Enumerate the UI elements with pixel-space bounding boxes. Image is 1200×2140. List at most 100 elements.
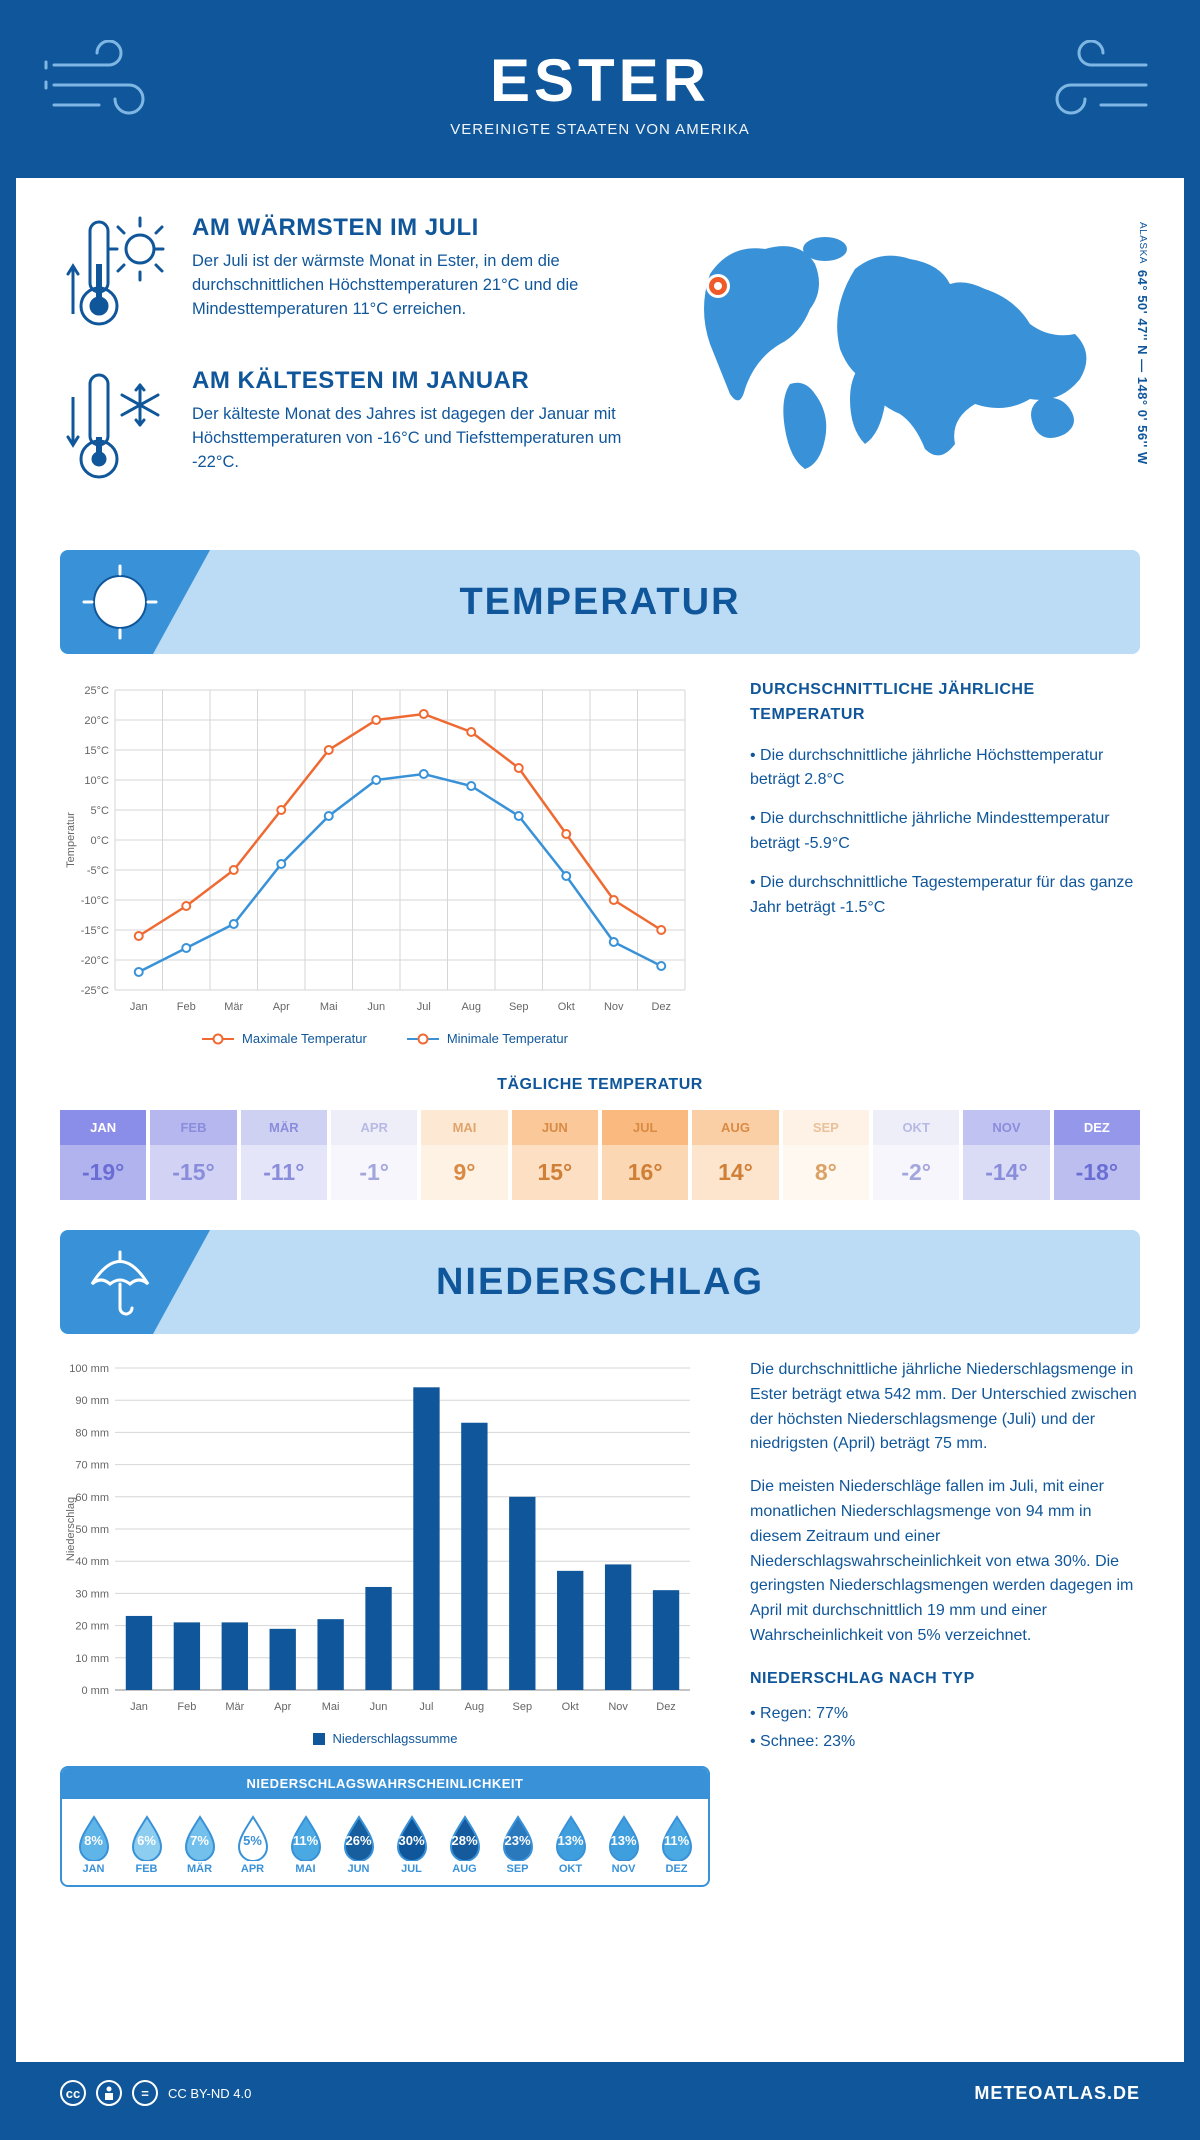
svg-text:Nov: Nov: [604, 1001, 624, 1013]
svg-text:Aug: Aug: [465, 1701, 485, 1713]
prob-cell: 11% DEZ: [651, 1813, 702, 1875]
raindrop-icon: 26%: [340, 1813, 378, 1861]
prob-cell: 26% JUN: [333, 1813, 384, 1875]
brand-label: METEOATLAS.DE: [974, 2083, 1140, 2104]
thermometer-sun-icon: [60, 214, 170, 339]
world-map: ALASKA64° 50' 47'' N — 148° 0' 56'' W: [680, 214, 1140, 520]
svg-text:0°C: 0°C: [91, 835, 110, 847]
svg-text:-25°C: -25°C: [81, 985, 109, 997]
svg-text:Aug: Aug: [461, 1001, 481, 1013]
summary-bullet: • Die durchschnittliche jährliche Höchst…: [750, 744, 1140, 794]
svg-text:Okt: Okt: [562, 1701, 579, 1713]
section-banner-precipitation: NIEDERSCHLAG: [60, 1230, 1140, 1334]
svg-text:Jul: Jul: [419, 1701, 433, 1713]
temperature-chart: -25°C-20°C-15°C-10°C-5°C0°C5°C10°C15°C20…: [60, 678, 710, 1046]
section-title: NIEDERSCHLAG: [436, 1261, 764, 1304]
footer: cc = CC BY-ND 4.0 METEOATLAS.DE: [16, 2062, 1184, 2124]
svg-text:20 mm: 20 mm: [75, 1621, 109, 1633]
svg-text:Mär: Mär: [224, 1001, 243, 1013]
fact-title: AM WÄRMSTEN IM JULI: [192, 214, 640, 242]
license-label: CC BY-ND 4.0: [168, 2086, 251, 2101]
svg-text:15°C: 15°C: [84, 745, 109, 757]
svg-text:Mär: Mär: [225, 1701, 244, 1713]
svg-text:Jan: Jan: [130, 1001, 148, 1013]
svg-text:Feb: Feb: [177, 1701, 196, 1713]
raindrop-icon: 8%: [75, 1813, 113, 1861]
svg-text:Jun: Jun: [370, 1701, 388, 1713]
prob-title: NIEDERSCHLAGSWAHRSCHEINLICHKEIT: [62, 1768, 708, 1799]
legend-label: Maximale Temperatur: [242, 1031, 367, 1046]
svg-text:Dez: Dez: [651, 1001, 671, 1013]
precipitation-summary: Die durchschnittliche jährliche Niedersc…: [750, 1358, 1140, 1887]
svg-text:20°C: 20°C: [84, 715, 109, 727]
summary-paragraph: Die durchschnittliche jährliche Niedersc…: [750, 1358, 1140, 1457]
raindrop-icon: 30%: [393, 1813, 431, 1861]
prob-cell: 13% OKT: [545, 1813, 596, 1875]
svg-text:25°C: 25°C: [84, 685, 109, 697]
fact-title: AM KÄLTESTEN IM JANUAR: [192, 367, 640, 395]
svg-text:Niederschlag: Niederschlag: [65, 1497, 77, 1561]
precipitation-probability: NIEDERSCHLAGSWAHRSCHEINLICHKEIT 8% JAN 6…: [60, 1766, 710, 1887]
svg-text:60 mm: 60 mm: [75, 1492, 109, 1504]
svg-text:Mai: Mai: [322, 1701, 340, 1713]
raindrop-icon: 13%: [605, 1813, 643, 1861]
sun-icon: [60, 550, 210, 654]
fact-coldest: AM KÄLTESTEN IM JANUAR Der kälteste Mona…: [60, 367, 640, 492]
header: ESTER VEREINIGTE STAATEN VON AMERIKA: [16, 16, 1184, 178]
svg-text:50 mm: 50 mm: [75, 1524, 109, 1536]
svg-text:80 mm: 80 mm: [75, 1427, 109, 1439]
svg-text:Sep: Sep: [513, 1701, 533, 1713]
summary-heading: NIEDERSCHLAG NACH TYP: [750, 1667, 1140, 1692]
daily-temp-title: TÄGLICHE TEMPERATUR: [60, 1076, 1140, 1094]
prob-cell: 28% AUG: [439, 1813, 490, 1875]
svg-text:100 mm: 100 mm: [69, 1363, 109, 1375]
page-subtitle: VEREINIGTE STAATEN VON AMERIKA: [16, 121, 1184, 138]
chart-legend: .lg-sw:nth-child(1)::before{border-color…: [60, 1031, 710, 1046]
svg-text:Jan: Jan: [130, 1701, 148, 1713]
svg-text:Jun: Jun: [367, 1001, 385, 1013]
summary-bullet: • Die durchschnittliche Tagestemperatur …: [750, 871, 1140, 921]
svg-text:-5°C: -5°C: [87, 865, 109, 877]
svg-text:-20°C: -20°C: [81, 955, 109, 967]
svg-text:-15°C: -15°C: [81, 925, 109, 937]
umbrella-icon: [60, 1230, 210, 1334]
raindrop-icon: 23%: [499, 1813, 537, 1861]
temperature-summary: DURCHSCHNITTLICHE JÄHRLICHE TEMPERATUR •…: [750, 678, 1140, 1046]
svg-text:-10°C: -10°C: [81, 895, 109, 907]
svg-text:Mai: Mai: [320, 1001, 338, 1013]
nd-icon: =: [132, 2080, 158, 2106]
prob-cell: 23% SEP: [492, 1813, 543, 1875]
svg-text:10 mm: 10 mm: [75, 1653, 109, 1665]
raindrop-icon: 5%: [234, 1813, 272, 1861]
section-banner-temperature: TEMPERATUR: [60, 550, 1140, 654]
cc-icon: cc: [60, 2080, 86, 2106]
svg-text:5°C: 5°C: [91, 805, 110, 817]
thermometer-snow-icon: [60, 367, 170, 492]
prob-cell: 5% APR: [227, 1813, 278, 1875]
raindrop-icon: 11%: [287, 1813, 325, 1861]
raindrop-icon: 13%: [552, 1813, 590, 1861]
page-title: ESTER: [16, 46, 1184, 115]
raindrop-icon: 6%: [128, 1813, 166, 1861]
summary-heading: DURCHSCHNITTLICHE JÄHRLICHE TEMPERATUR: [750, 678, 1140, 728]
prob-cell: 13% NOV: [598, 1813, 649, 1875]
chart-legend: Niederschlagssumme: [60, 1731, 710, 1746]
coordinates: 64° 50' 47'' N — 148° 0' 56'' W: [1135, 270, 1150, 465]
raindrop-icon: 28%: [446, 1813, 484, 1861]
svg-text:Feb: Feb: [177, 1001, 196, 1013]
prob-cell: 11% MAI: [280, 1813, 331, 1875]
svg-text:70 mm: 70 mm: [75, 1460, 109, 1472]
summary-bullet: • Regen: 77%: [750, 1702, 1140, 1727]
prob-cell: 7% MÄR: [174, 1813, 225, 1875]
prob-cell: 30% JUL: [386, 1813, 437, 1875]
svg-text:40 mm: 40 mm: [75, 1556, 109, 1568]
svg-text:Dez: Dez: [656, 1701, 676, 1713]
svg-text:Okt: Okt: [558, 1001, 575, 1013]
legend-label: Minimale Temperatur: [447, 1031, 568, 1046]
section-title: TEMPERATUR: [459, 581, 740, 624]
legend-label: Niederschlagssumme: [333, 1731, 458, 1746]
svg-text:Sep: Sep: [509, 1001, 529, 1013]
precipitation-chart: 0 mm10 mm20 mm30 mm40 mm50 mm60 mm70 mm8…: [60, 1358, 710, 1746]
svg-text:90 mm: 90 mm: [75, 1395, 109, 1407]
svg-text:0 mm: 0 mm: [82, 1685, 110, 1697]
